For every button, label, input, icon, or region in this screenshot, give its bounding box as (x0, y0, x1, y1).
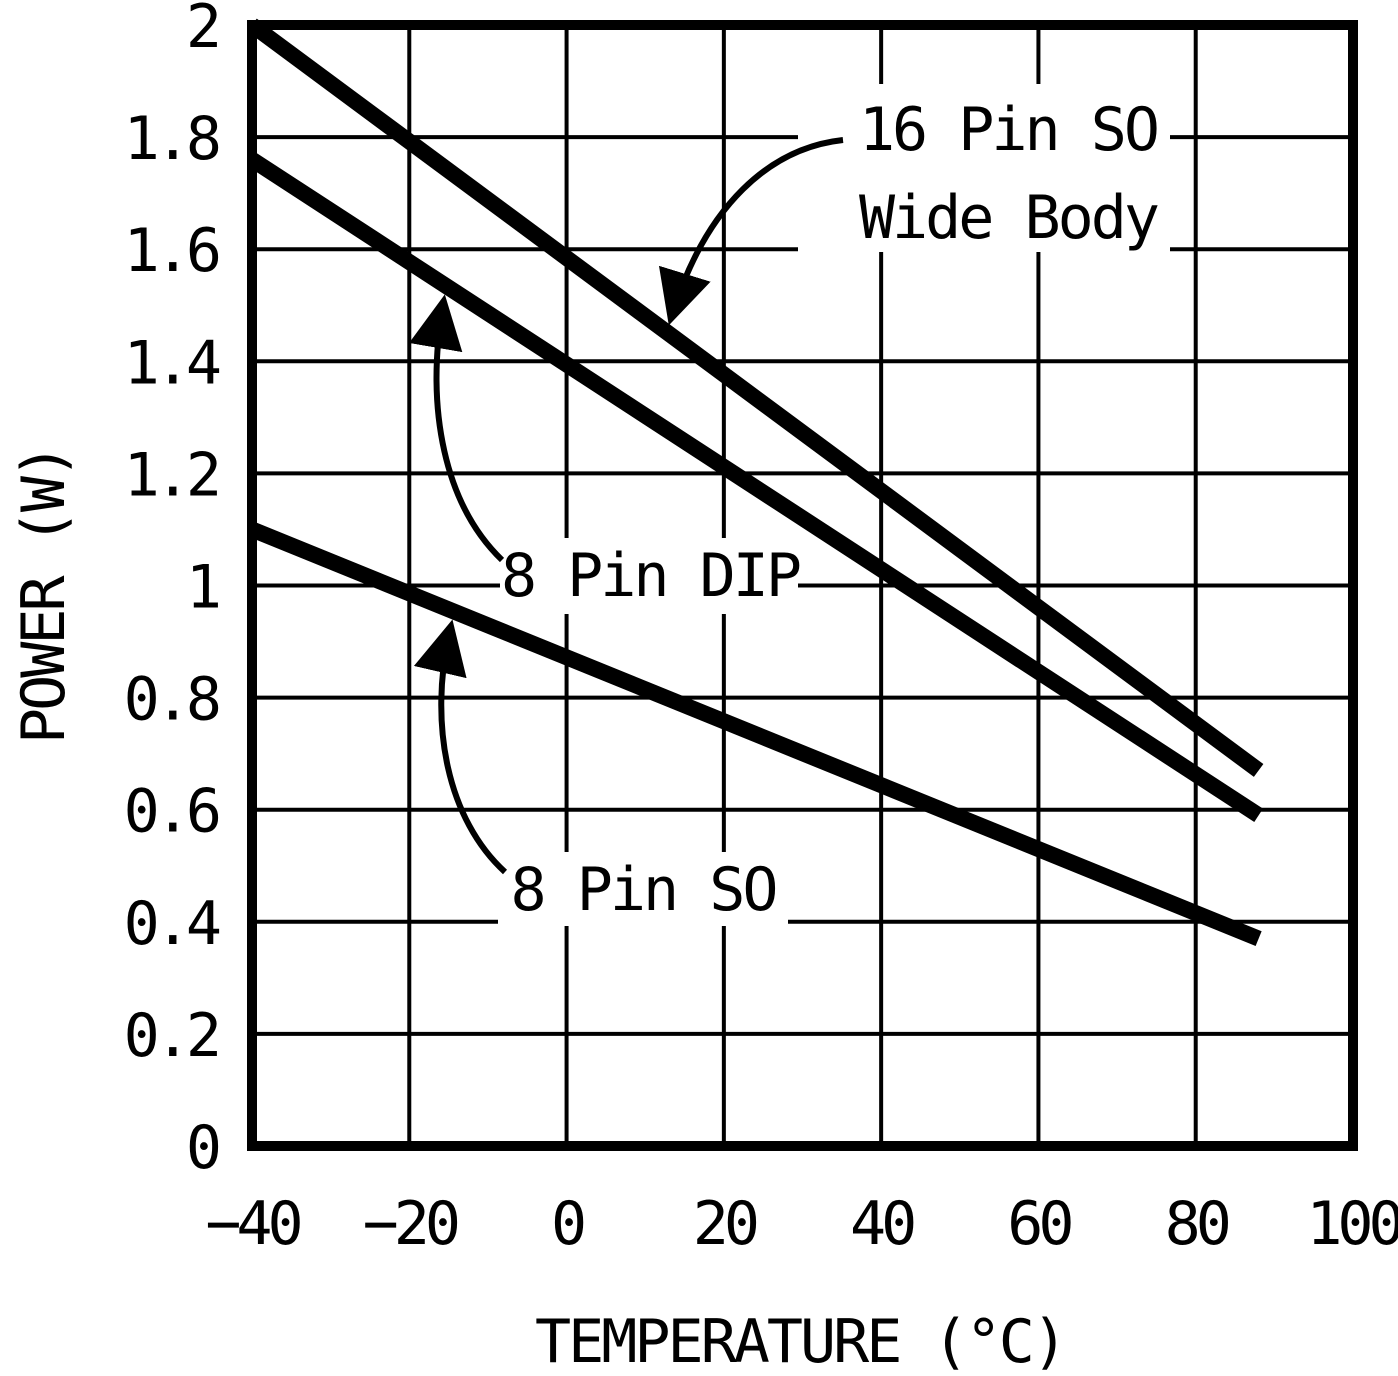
annotation-label-8-pin-so: 8 Pin SO (511, 855, 776, 925)
x-tick-label: −20 (363, 1189, 458, 1259)
x-tick-label: −40 (205, 1189, 300, 1259)
x-tick-label: 80 (1165, 1189, 1229, 1259)
series-line-8-pin-so (248, 522, 1262, 947)
label-box-layer (498, 84, 1170, 926)
tick-label-layer: −40 −20 0 20 40 60 80 100 0 0.2 0.4 0.6 0.8 1 1.2 1.4 1.… (124, 0, 1398, 1259)
leader-arrow-layer (409, 137, 844, 875)
x-tick-label: 40 (850, 1189, 914, 1259)
y-tick-label: 1.6 (124, 216, 219, 286)
annotation-box (498, 852, 788, 926)
annotation-label-8-pin-dip: 8 Pin DIP (501, 541, 800, 611)
series-layer (247, 18, 1264, 947)
annotation-layer: 16 Pin SO Wide Body 8 Pin DIP 8 Pin SO (501, 95, 1161, 925)
y-tick-label: 0.6 (124, 777, 219, 847)
leader-arrow-8-pin-so (413, 619, 508, 875)
x-axis-title: TEMPERATURE (°C) (535, 1307, 1065, 1376)
x-tick-label: 0 (551, 1189, 584, 1259)
series-line-8-pin-dip (247, 152, 1263, 823)
y-axis-title: POWER (W) (9, 446, 79, 744)
leader-arrow-16-pin-so-wide-body (658, 137, 844, 326)
annotation-label-16-pin-so-wide-body: Wide Body (859, 183, 1158, 253)
y-tick-label: 1.4 (124, 328, 220, 398)
annotation-box (798, 84, 1170, 252)
y-tick-label: 0.8 (124, 665, 219, 735)
y-tick-label: 2 (186, 0, 218, 62)
x-tick-label: 60 (1007, 1189, 1071, 1259)
y-tick-label: 1.8 (124, 104, 219, 174)
y-tick-label: 1 (186, 553, 219, 623)
annotation-label-16-pin-so-wide-body: 16 Pin SO (859, 95, 1157, 165)
y-tick-label: 1.2 (124, 440, 218, 510)
y-tick-label: 0.2 (124, 1001, 218, 1071)
leader-arrow-8-pin-dip (409, 294, 505, 563)
y-tick-label: 0.4 (124, 889, 220, 959)
x-tick-label: 100 (1306, 1189, 1398, 1259)
annotation-box (500, 538, 798, 614)
series-line-16-pin-so-wide-body (247, 18, 1264, 777)
x-tick-label: 20 (693, 1189, 757, 1259)
y-tick-label: 0 (186, 1113, 219, 1183)
plot-border (247, 20, 1358, 1151)
